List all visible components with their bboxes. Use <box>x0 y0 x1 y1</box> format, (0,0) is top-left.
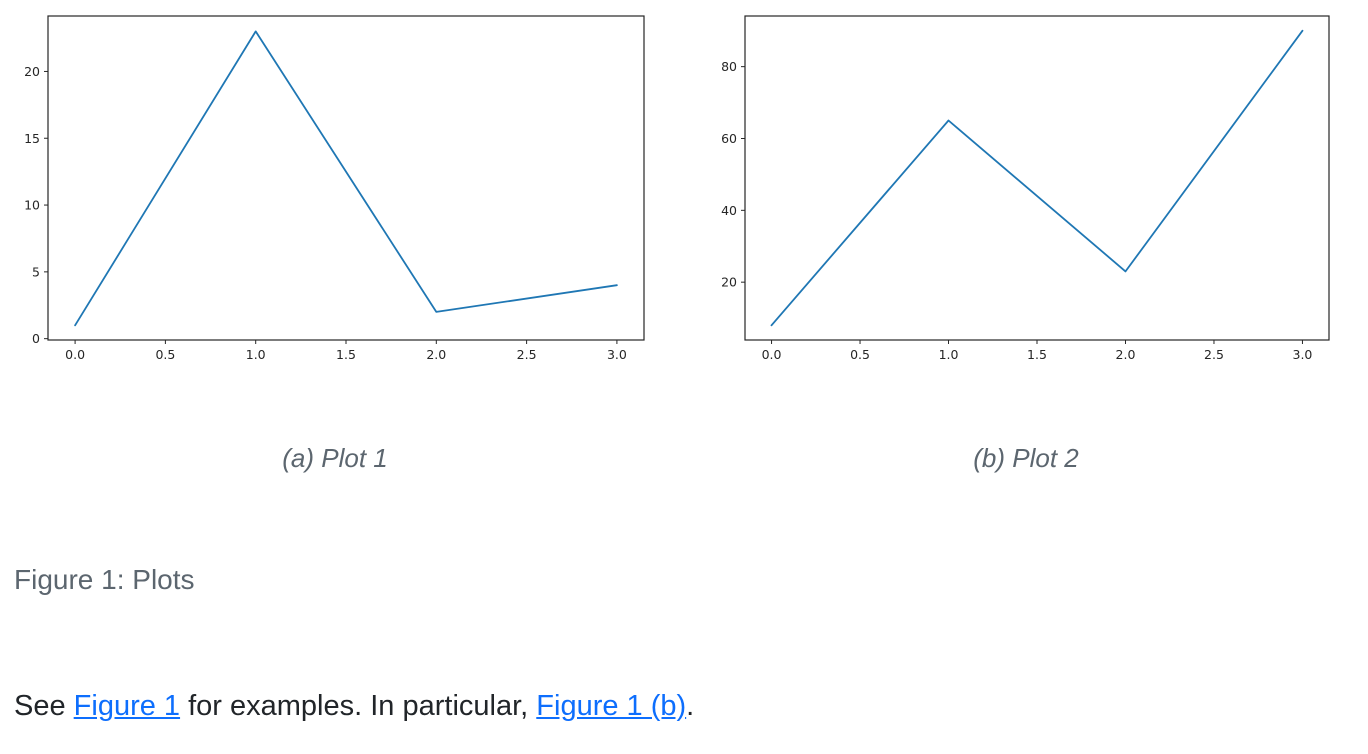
plot-2-line-chart: 0.0 0.5 1.0 1.5 2.0 2.5 3.0 20 40 60 80 <box>711 10 1341 367</box>
paragraph-text-middle: for examples. In particular, <box>180 689 537 722</box>
figure-caption: Figure 1: Plots <box>14 564 195 596</box>
plot-1-line-chart: 0.0 0.5 1.0 1.5 2.0 2.5 3.0 0 5 10 15 20 <box>14 10 656 367</box>
paragraph-text-after: . <box>686 689 695 722</box>
svg-text:10: 10 <box>24 198 40 213</box>
svg-text:80: 80 <box>721 59 737 74</box>
figure-1b-link[interactable]: Figure 1 (b) <box>536 689 687 722</box>
svg-text:1.5: 1.5 <box>1027 347 1047 362</box>
body-paragraph: See Figure 1 for examples. In particular… <box>14 688 1354 724</box>
svg-text:2.5: 2.5 <box>1204 347 1224 362</box>
svg-text:0.5: 0.5 <box>850 347 870 362</box>
svg-text:2.5: 2.5 <box>517 347 537 362</box>
svg-text:1.5: 1.5 <box>336 347 356 362</box>
svg-text:5: 5 <box>32 264 40 279</box>
subfigure-a: 0.0 0.5 1.0 1.5 2.0 2.5 3.0 0 5 10 15 20 (a) Plot 1 <box>14 10 656 474</box>
svg-text:1.0: 1.0 <box>939 347 959 362</box>
svg-text:15: 15 <box>24 131 40 146</box>
svg-text:60: 60 <box>721 131 737 146</box>
svg-text:40: 40 <box>721 203 737 218</box>
subfigure-b: 0.0 0.5 1.0 1.5 2.0 2.5 3.0 20 40 60 80 (b) Plot 2 <box>711 10 1341 474</box>
svg-text:0: 0 <box>32 331 40 346</box>
svg-text:3.0: 3.0 <box>1293 347 1313 362</box>
subfigure-a-caption: (a) Plot 1 <box>282 443 388 473</box>
svg-text:3.0: 3.0 <box>607 347 627 362</box>
subfigure-b-caption: (b) Plot 2 <box>973 443 1079 473</box>
svg-text:1.0: 1.0 <box>246 347 266 362</box>
svg-text:2.0: 2.0 <box>1116 347 1136 362</box>
paragraph-text-before: See <box>14 689 74 722</box>
subfigure-row: 0.0 0.5 1.0 1.5 2.0 2.5 3.0 0 5 10 15 20 (a) Plot 1… <box>14 10 1354 474</box>
svg-text:20: 20 <box>24 64 40 79</box>
svg-text:0.0: 0.0 <box>65 347 85 362</box>
figure-1: 0.0 0.5 1.0 1.5 2.0 2.5 3.0 0 5 10 15 20 (a) Plot 1… <box>14 10 1354 597</box>
svg-text:0.0: 0.0 <box>762 347 782 362</box>
svg-text:0.5: 0.5 <box>155 347 175 362</box>
figure-1-link[interactable]: Figure 1 <box>73 689 181 722</box>
svg-text:20: 20 <box>721 275 737 290</box>
svg-text:2.0: 2.0 <box>426 347 446 362</box>
